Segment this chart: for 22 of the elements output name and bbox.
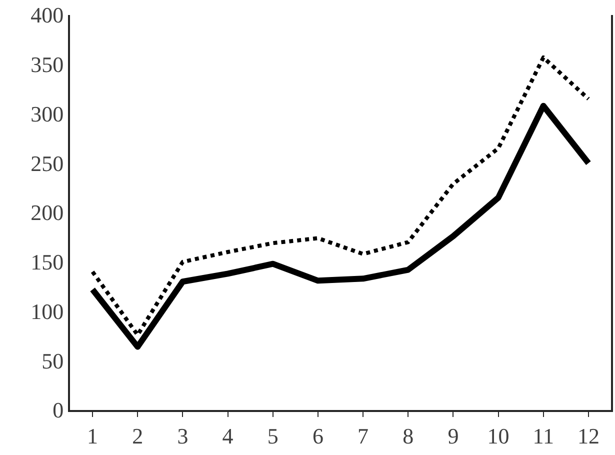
- x-tick-label: 12: [577, 423, 600, 448]
- x-tick-label: 8: [402, 423, 414, 448]
- y-tick-label: 300: [30, 101, 64, 126]
- y-tick-label: 250: [30, 150, 64, 176]
- y-tick-label: 50: [42, 348, 64, 374]
- x-tick-label: 10: [487, 423, 510, 448]
- y-tick-label: 0: [52, 398, 64, 423]
- x-tick-label: 9: [448, 423, 459, 448]
- x-tick-label: 4: [222, 423, 234, 448]
- x-tick-label: 2: [132, 423, 144, 448]
- x-tick-label: 1: [87, 423, 98, 448]
- x-tick-label: 3: [177, 423, 188, 448]
- y-tick-label: 100: [30, 298, 64, 324]
- y-tick-label: 350: [30, 52, 64, 78]
- y-tick-label: 150: [30, 250, 64, 275]
- line-series: [90, 55, 590, 337]
- y-tick-label: 200: [30, 200, 64, 226]
- y-tick-label: 400: [30, 2, 64, 28]
- x-tick-label: 6: [312, 423, 324, 448]
- x-tick-label: 11: [532, 423, 554, 448]
- x-tick-label: 5: [267, 423, 278, 448]
- x-tick-label: 7: [358, 423, 369, 448]
